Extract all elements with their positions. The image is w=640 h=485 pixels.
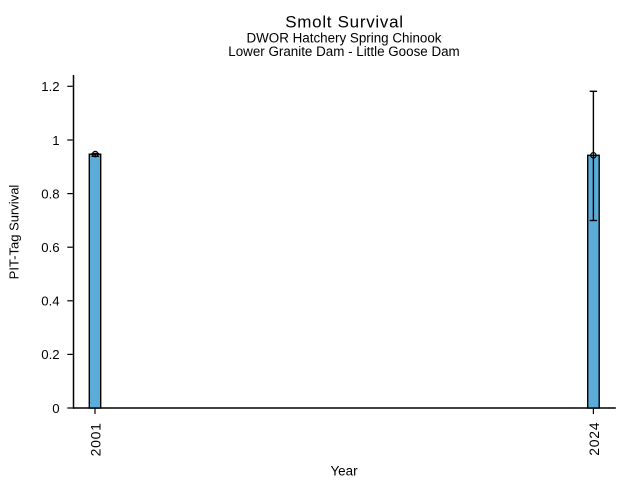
svg-text:DWOR Hatchery Spring Chinook: DWOR Hatchery Spring Chinook: [247, 30, 442, 45]
svg-text:Year: Year: [330, 463, 358, 478]
svg-text:Lower Granite Dam - Little Goo: Lower Granite Dam - Little Goose Dam: [228, 44, 459, 59]
svg-text:2001: 2001: [88, 422, 104, 456]
svg-text:0.4: 0.4: [41, 294, 59, 309]
svg-text:1.2: 1.2: [41, 79, 59, 94]
svg-text:0.8: 0.8: [41, 186, 59, 201]
svg-text:0.2: 0.2: [41, 347, 59, 362]
svg-text:0: 0: [52, 401, 59, 416]
svg-text:2024: 2024: [586, 422, 602, 456]
svg-text:0.6: 0.6: [41, 240, 59, 255]
svg-text:Smolt Survival: Smolt Survival: [285, 13, 403, 32]
svg-text:1: 1: [52, 133, 59, 148]
svg-text:PIT-Tag Survival: PIT-Tag Survival: [7, 185, 22, 280]
